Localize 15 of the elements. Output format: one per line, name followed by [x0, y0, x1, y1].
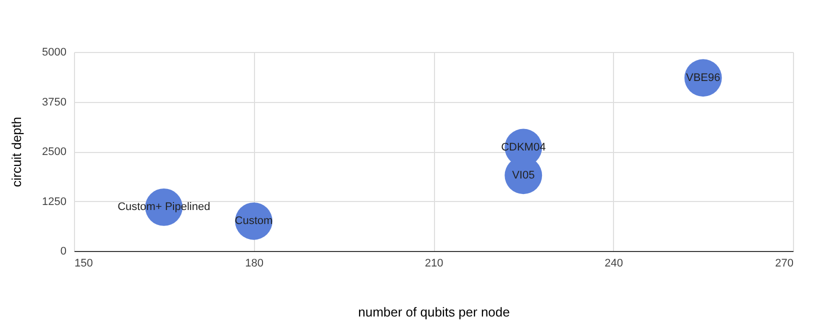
data-label: VBE96: [686, 72, 720, 84]
x-tick-label: 180: [245, 258, 264, 270]
y-tick-label: 2500: [42, 146, 66, 158]
y-tick-label: 1250: [42, 196, 66, 208]
y-tick-label: 0: [60, 246, 66, 258]
x-tick-label: 240: [604, 258, 623, 270]
x-axis-title: number of qubits per node: [358, 304, 510, 320]
y-tick-label: 3750: [42, 96, 66, 108]
y-tick-label: 5000: [42, 46, 66, 58]
data-label: Custom: [234, 215, 273, 228]
x-tick-label: 270: [775, 258, 794, 270]
x-tick-label: 210: [424, 258, 444, 270]
y-axis-title: circuit depth: [9, 116, 24, 188]
x-tick-label: 150: [74, 258, 93, 270]
data-label: VI05: [512, 169, 535, 182]
